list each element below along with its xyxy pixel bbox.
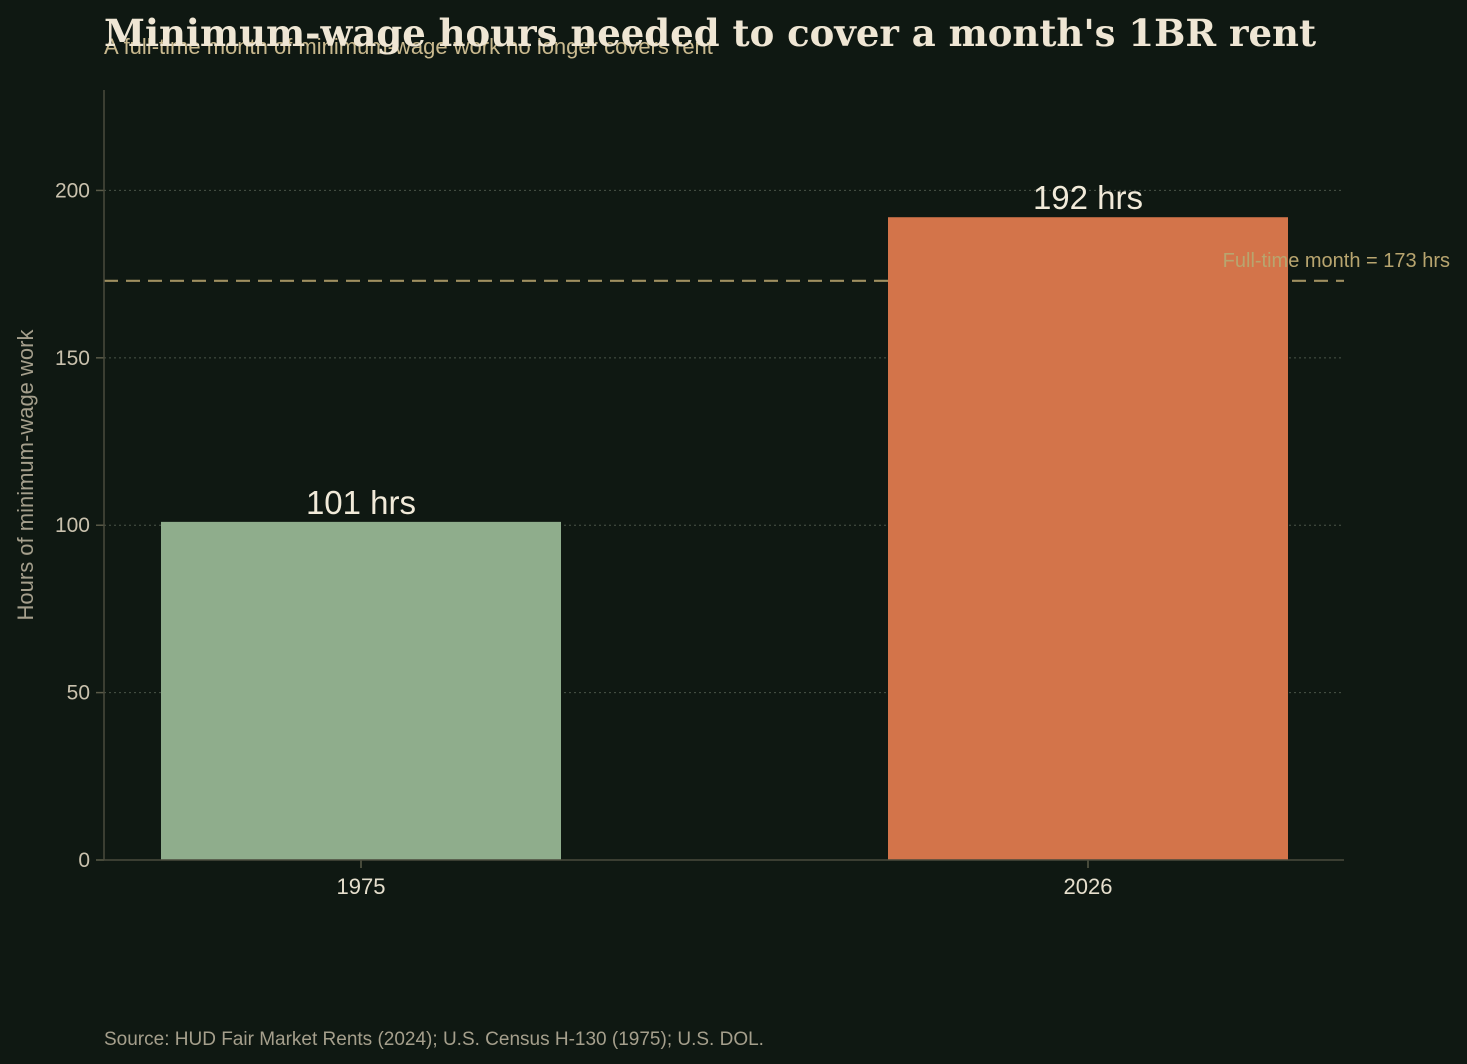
y-tick-label-150: 150 — [55, 347, 90, 370]
bar-value-label-1975: 101 hrs — [306, 484, 416, 521]
y-tick-label-200: 200 — [55, 179, 90, 202]
y-tick-label-0: 0 — [78, 849, 90, 872]
y-tick-label-100: 100 — [55, 514, 90, 537]
reference-line-label: Full-time month = 173 hrs — [1223, 250, 1450, 272]
x-tick-label-2026: 2026 — [1064, 874, 1113, 899]
labels: 0 50 100 150 200 101 hrs 1975 192 hrs 2026 Full-t… — [55, 179, 1450, 899]
bars — [161, 217, 1288, 860]
chart-subtitle: A full-time month of minimum-wage work n… — [104, 34, 713, 59]
x-tick-label-1975: 1975 — [337, 874, 386, 899]
y-axis-title: Hours of minimum-wage work — [13, 329, 38, 621]
bar-value-label-2026: 192 hrs — [1033, 179, 1143, 216]
source-note: Source: HUD Fair Market Rents (2024); U.… — [104, 1029, 764, 1050]
y-tick-label-50: 50 — [67, 682, 90, 705]
bar-2026 — [888, 217, 1288, 860]
axes — [96, 90, 1344, 868]
bar-1975 — [161, 521, 561, 860]
chart-title: Minimum-wage hours needed to cover a mon… — [104, 11, 1316, 55]
